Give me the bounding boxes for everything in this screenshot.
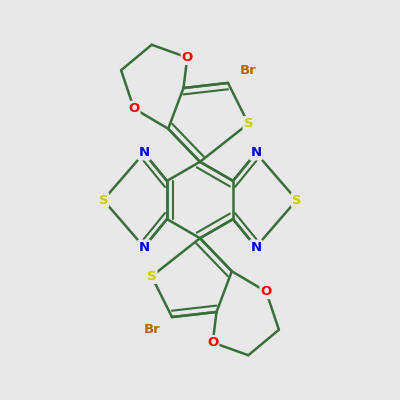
- Text: N: N: [138, 146, 150, 160]
- Text: S: S: [292, 194, 302, 206]
- Text: N: N: [138, 240, 150, 254]
- Text: Br: Br: [143, 323, 160, 336]
- Text: S: S: [147, 270, 156, 283]
- Text: O: O: [260, 285, 272, 298]
- Text: S: S: [244, 117, 253, 130]
- Text: O: O: [207, 336, 218, 349]
- Text: Br: Br: [240, 64, 257, 77]
- Text: N: N: [250, 240, 262, 254]
- Text: N: N: [250, 146, 262, 160]
- Text: O: O: [182, 51, 193, 64]
- Text: S: S: [98, 194, 108, 206]
- Text: O: O: [128, 102, 140, 115]
